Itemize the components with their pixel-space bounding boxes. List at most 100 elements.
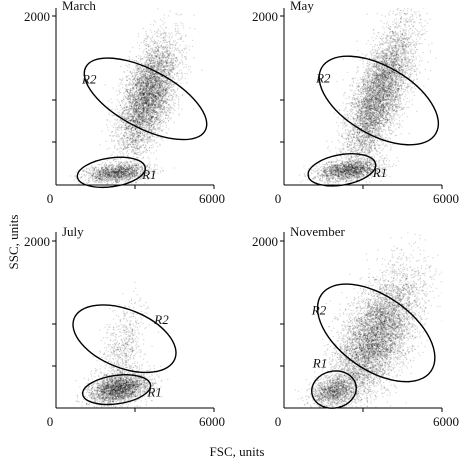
event-point	[151, 84, 153, 86]
event-point	[125, 128, 127, 130]
event-point	[122, 112, 124, 114]
event-point	[136, 105, 138, 107]
event-point	[130, 141, 132, 143]
event-point	[150, 66, 152, 68]
event-point	[164, 92, 166, 94]
event-point	[129, 143, 131, 145]
event-point	[155, 76, 157, 78]
event-point	[160, 129, 162, 131]
event-point	[136, 130, 138, 132]
event-point	[181, 95, 183, 97]
event-point	[145, 120, 147, 122]
event-point	[139, 86, 141, 88]
event-point	[136, 102, 138, 104]
event-point	[126, 129, 128, 131]
event-point	[161, 99, 163, 101]
event-point	[147, 90, 150, 92]
event-point	[141, 158, 143, 160]
event-point	[151, 72, 153, 74]
event-point	[172, 67, 174, 69]
event-point	[174, 74, 176, 76]
event-point	[158, 117, 161, 119]
event-point	[159, 99, 161, 101]
event-point	[144, 79, 146, 81]
event-point	[135, 94, 137, 96]
event-point	[147, 94, 149, 97]
event-point	[152, 94, 154, 96]
event-point	[127, 65, 129, 67]
event-point	[156, 106, 158, 109]
event-point	[120, 82, 123, 84]
event-point	[134, 112, 136, 114]
event-point	[145, 88, 147, 91]
event-point	[151, 92, 153, 94]
event-point	[158, 45, 160, 47]
event-point	[145, 112, 147, 114]
event-point	[165, 94, 167, 96]
event-point	[142, 73, 145, 75]
event-point	[154, 92, 156, 95]
event-point	[146, 135, 148, 137]
event-point	[151, 95, 153, 97]
event-point	[157, 94, 159, 96]
event-point	[160, 104, 162, 107]
event-point	[128, 120, 130, 122]
event-point	[142, 92, 144, 94]
event-point	[146, 105, 148, 107]
event-point	[157, 105, 159, 108]
event-point	[143, 107, 145, 109]
event-point	[154, 100, 156, 103]
event-point	[151, 64, 153, 66]
event-point	[124, 117, 126, 119]
event-point	[132, 109, 134, 111]
event-point	[140, 79, 143, 81]
event-point	[134, 122, 136, 124]
event-point	[140, 77, 142, 79]
event-point	[138, 89, 140, 91]
event-point	[132, 126, 134, 129]
event-point	[127, 89, 129, 91]
event-point	[158, 69, 160, 71]
event-point	[158, 106, 160, 108]
event-point	[156, 117, 158, 119]
event-point	[157, 49, 159, 51]
event-point	[154, 104, 156, 106]
event-point	[149, 69, 152, 71]
event-point	[134, 103, 136, 105]
event-point	[145, 81, 147, 83]
event-point	[164, 99, 166, 101]
event-point	[161, 80, 164, 82]
event-point	[132, 160, 134, 162]
event-point	[132, 79, 134, 81]
event-point	[174, 110, 176, 112]
event-point	[169, 105, 171, 107]
event-point	[168, 55, 170, 57]
event-point	[132, 143, 135, 145]
event-point	[157, 49, 159, 51]
event-point	[164, 34, 167, 36]
event-point	[143, 94, 145, 97]
event-point	[167, 54, 169, 56]
event-point	[155, 61, 157, 63]
event-point	[132, 78, 134, 81]
event-point	[157, 92, 160, 94]
event-point	[145, 100, 147, 102]
event-point	[128, 117, 130, 120]
event-point	[138, 48, 141, 50]
event-point	[147, 71, 149, 73]
event-point	[146, 108, 148, 110]
event-point	[149, 108, 151, 110]
event-point	[147, 69, 149, 71]
event-point	[147, 100, 150, 103]
event-point	[135, 125, 138, 127]
event-point	[169, 47, 171, 49]
event-point	[149, 116, 151, 118]
event-point	[148, 102, 150, 104]
event-point	[129, 89, 131, 91]
event-point	[156, 80, 158, 82]
event-point	[161, 86, 163, 88]
event-point	[158, 92, 160, 94]
event-point	[131, 115, 133, 117]
event-point	[118, 163, 120, 165]
event-point	[161, 27, 163, 29]
